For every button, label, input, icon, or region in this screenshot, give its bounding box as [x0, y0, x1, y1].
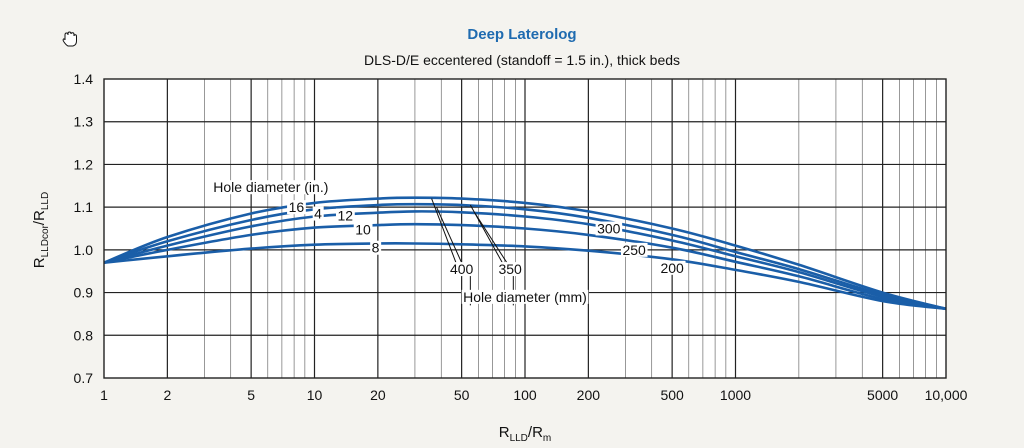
mm-label-250-bg [620, 242, 648, 257]
series-line-10 [103, 222, 947, 311]
inch-title-label: Hole diameter (in.) [213, 179, 328, 195]
series-line-14 [103, 202, 947, 311]
x-tick-label: 20 [370, 387, 386, 403]
inch-label-8-bg [370, 240, 382, 255]
chart-title: Deep Laterolog [467, 26, 576, 43]
inch-label-10-bg [353, 222, 373, 237]
x-tick-label: 10 [307, 387, 323, 403]
series-line-12 [103, 210, 947, 311]
leader-line [474, 213, 508, 263]
mm-title-label: Hole diameter (mm) [463, 289, 587, 305]
mm-label-400-bg [448, 262, 476, 277]
mm-label-350: 350 [498, 261, 522, 277]
x-tick-label: 5 [247, 387, 255, 403]
x-tick-labels: 1 2 5 10 20 50 100 200 500 1000 5000 10,000 [100, 387, 968, 403]
chart-subtitle: DLS-D/E eccentered (standoff = 1.5 in.),… [364, 52, 680, 68]
inch-label-16: 16 [289, 199, 305, 215]
inch-title-label-bg [211, 180, 330, 195]
mm-label-250: 250 [622, 242, 646, 258]
inch-label-12: 12 [337, 208, 353, 224]
hand-cursor-icon [62, 31, 77, 47]
x-tick-label: 500 [660, 387, 684, 403]
x-tick-label: 1000 [720, 387, 751, 403]
leader-line [436, 206, 463, 263]
x-tick-label: 1 [100, 387, 108, 403]
mm-label-300: 300 [597, 221, 621, 237]
y-tick-label: 1.0 [74, 242, 94, 258]
y-tick-label: 1.3 [74, 114, 94, 130]
x-tick-label: 10,000 [925, 387, 968, 403]
mm-label-200-bg [658, 260, 686, 275]
y-tick-label: 0.7 [74, 370, 94, 386]
y-tick-labels: 0.7 0.8 0.9 1.0 1.1 1.2 1.3 1.4 [74, 71, 94, 386]
y-tick-label: 0.9 [74, 285, 94, 301]
mm-label-200: 200 [660, 260, 684, 276]
series-line-16 [103, 196, 947, 311]
mm-label-350-bg [496, 262, 524, 277]
x-axis-label: RLLD/Rm [499, 424, 552, 444]
inch-label-8: 8 [372, 240, 380, 256]
y-tick-label: 0.8 [74, 327, 94, 343]
mm-title-label-bg [461, 289, 589, 304]
inch-label-12-bg [335, 208, 355, 223]
x-tick-label: 100 [513, 387, 537, 403]
mm-label-300-bg [595, 221, 623, 236]
y-tick-label: 1.2 [74, 156, 94, 172]
leader-line [431, 198, 457, 263]
plot-frame [103, 78, 947, 379]
inch-label-4: 4 [314, 206, 322, 222]
mm-label-400: 400 [450, 261, 474, 277]
x-tick-label: 200 [577, 387, 601, 403]
inch-label-16-bg [287, 200, 306, 215]
y-tick-label: 1.4 [74, 71, 94, 87]
y-axis-label: RLLDcor/RLLD [31, 192, 51, 268]
x-tick-label: 2 [163, 387, 171, 403]
x-tick-label: 5000 [867, 387, 898, 403]
inch-label-10: 10 [355, 221, 371, 237]
series-line-8 [103, 242, 947, 311]
x-tick-label: 50 [454, 387, 470, 403]
y-tick-label: 1.1 [74, 199, 94, 215]
inch-label-4-bg [312, 206, 324, 221]
curves [103, 196, 947, 311]
